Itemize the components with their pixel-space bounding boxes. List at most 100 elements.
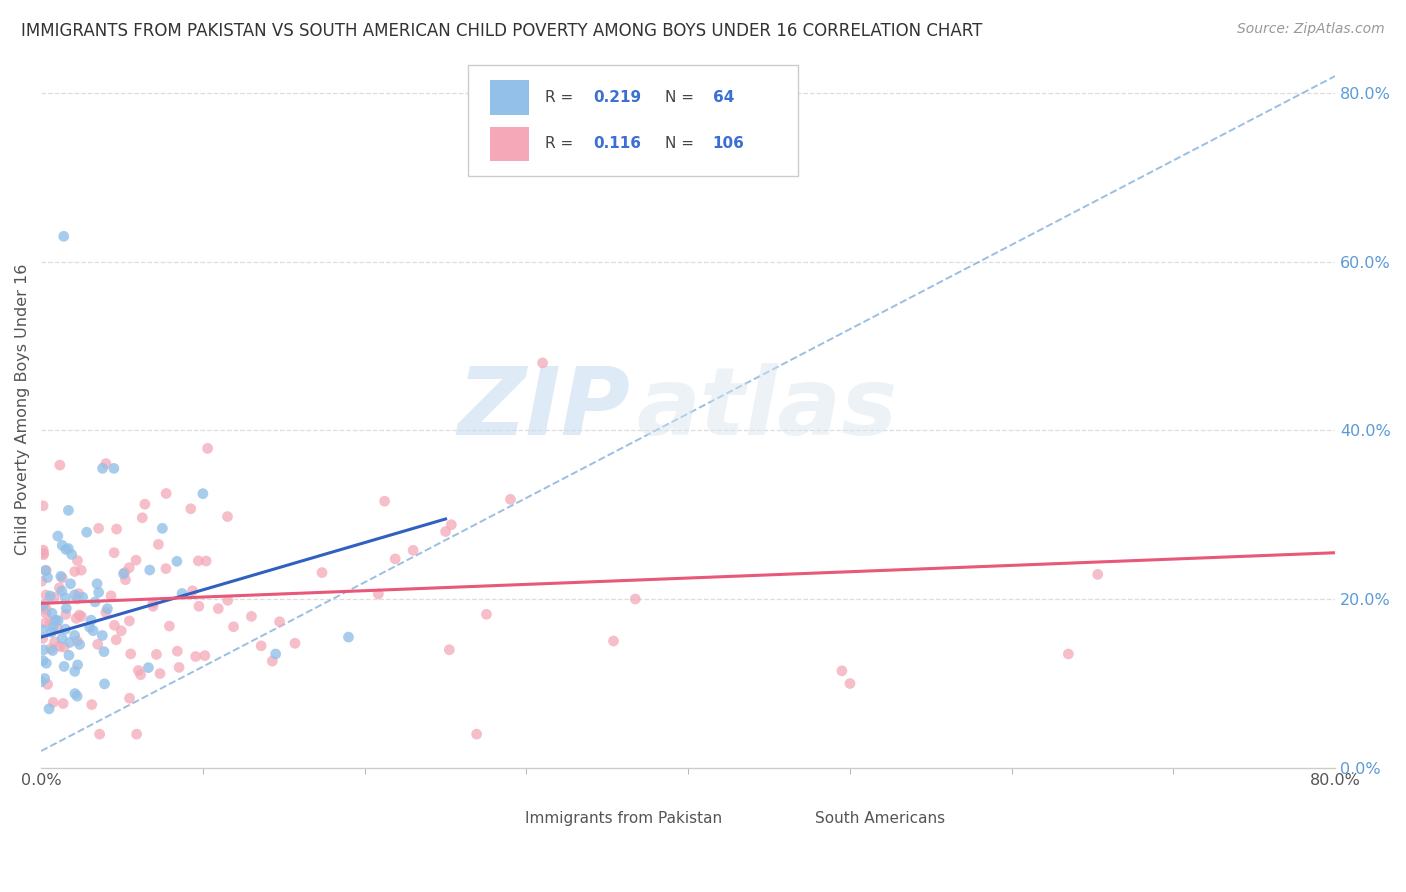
- Point: [32, 654, 55, 668]
- Point: [31, 600, 53, 615]
- Point: [42, 695, 65, 709]
- Point: [222, 620, 245, 634]
- Y-axis label: Child Poverty Among Boys Under 16: Child Poverty Among Boys Under 16: [15, 264, 30, 555]
- Point: [240, 609, 263, 624]
- Point: [49, 569, 72, 583]
- Point: [114, 566, 136, 580]
- Point: [93, 677, 115, 691]
- Point: [439, 642, 461, 657]
- Point: [39, 615, 62, 630]
- Point: [86, 576, 108, 591]
- Point: [138, 660, 160, 674]
- Point: [35, 588, 58, 602]
- FancyBboxPatch shape: [475, 805, 516, 834]
- Point: [434, 524, 457, 539]
- Point: [34, 563, 56, 577]
- Point: [72, 591, 94, 605]
- Point: [37, 570, 59, 584]
- Point: [142, 599, 165, 614]
- Point: [89, 727, 111, 741]
- Point: [118, 614, 141, 628]
- Point: [32, 548, 55, 562]
- Point: [531, 356, 554, 370]
- Point: [262, 654, 284, 668]
- Point: [384, 552, 406, 566]
- Point: [134, 497, 156, 511]
- Point: [58, 648, 80, 663]
- Point: [100, 589, 122, 603]
- Point: [475, 607, 498, 622]
- Point: [167, 660, 190, 674]
- Point: [337, 630, 360, 644]
- Point: [197, 442, 219, 456]
- Point: [44, 591, 66, 605]
- Point: [145, 648, 167, 662]
- Point: [66, 554, 89, 568]
- Point: [125, 727, 148, 741]
- Point: [34, 598, 56, 612]
- Point: [624, 592, 647, 607]
- FancyBboxPatch shape: [491, 127, 529, 161]
- Point: [63, 565, 86, 579]
- Point: [45, 613, 67, 627]
- Point: [87, 637, 110, 651]
- Point: [37, 677, 59, 691]
- Point: [105, 632, 128, 647]
- Point: [55, 607, 77, 622]
- Point: [402, 543, 425, 558]
- Point: [63, 588, 86, 602]
- Point: [181, 583, 204, 598]
- Point: [148, 537, 170, 551]
- Point: [155, 486, 177, 500]
- Point: [103, 461, 125, 475]
- Point: [284, 636, 307, 650]
- Point: [53, 659, 76, 673]
- Point: [120, 647, 142, 661]
- Point: [250, 639, 273, 653]
- Point: [94, 606, 117, 620]
- Point: [41, 606, 63, 620]
- Point: [51, 571, 73, 585]
- Point: [87, 585, 110, 599]
- Point: [149, 666, 172, 681]
- Point: [70, 609, 93, 624]
- Point: [35, 657, 58, 671]
- Point: [84, 595, 107, 609]
- Point: [52, 697, 75, 711]
- Point: [35, 602, 58, 616]
- Point: [38, 702, 60, 716]
- Point: [440, 517, 463, 532]
- Point: [41, 625, 63, 640]
- Text: atlas: atlas: [637, 363, 897, 455]
- Point: [51, 632, 73, 646]
- Point: [55, 601, 77, 615]
- Text: 64: 64: [713, 90, 734, 104]
- Point: [67, 587, 90, 601]
- Text: R =: R =: [544, 136, 578, 152]
- Point: [374, 494, 396, 508]
- Text: South Americans: South Americans: [815, 811, 945, 826]
- Point: [831, 664, 853, 678]
- Point: [34, 672, 56, 686]
- Point: [35, 607, 58, 621]
- Point: [114, 573, 136, 587]
- Point: [60, 548, 83, 562]
- Point: [32, 643, 55, 657]
- Point: [839, 676, 862, 690]
- Point: [79, 620, 101, 634]
- Point: [32, 546, 55, 560]
- Point: [118, 691, 141, 706]
- Point: [70, 563, 93, 577]
- Point: [51, 538, 73, 552]
- Text: Immigrants from Pakistan: Immigrants from Pakistan: [524, 811, 723, 826]
- Point: [125, 553, 148, 567]
- Point: [166, 554, 188, 568]
- Point: [53, 591, 76, 605]
- Point: [55, 542, 77, 557]
- Point: [58, 503, 80, 517]
- Point: [41, 643, 63, 657]
- Point: [93, 645, 115, 659]
- Point: [42, 620, 65, 634]
- Point: [46, 614, 69, 628]
- Point: [1057, 647, 1080, 661]
